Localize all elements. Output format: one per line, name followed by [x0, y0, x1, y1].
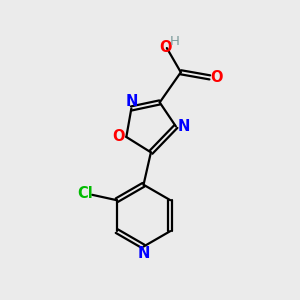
Text: Cl: Cl [77, 186, 93, 201]
Text: N: N [178, 119, 190, 134]
Text: N: N [137, 246, 150, 261]
Text: O: O [159, 40, 172, 55]
Text: O: O [210, 70, 223, 85]
Text: H: H [169, 35, 179, 48]
Text: O: O [112, 130, 124, 145]
Text: N: N [125, 94, 137, 110]
